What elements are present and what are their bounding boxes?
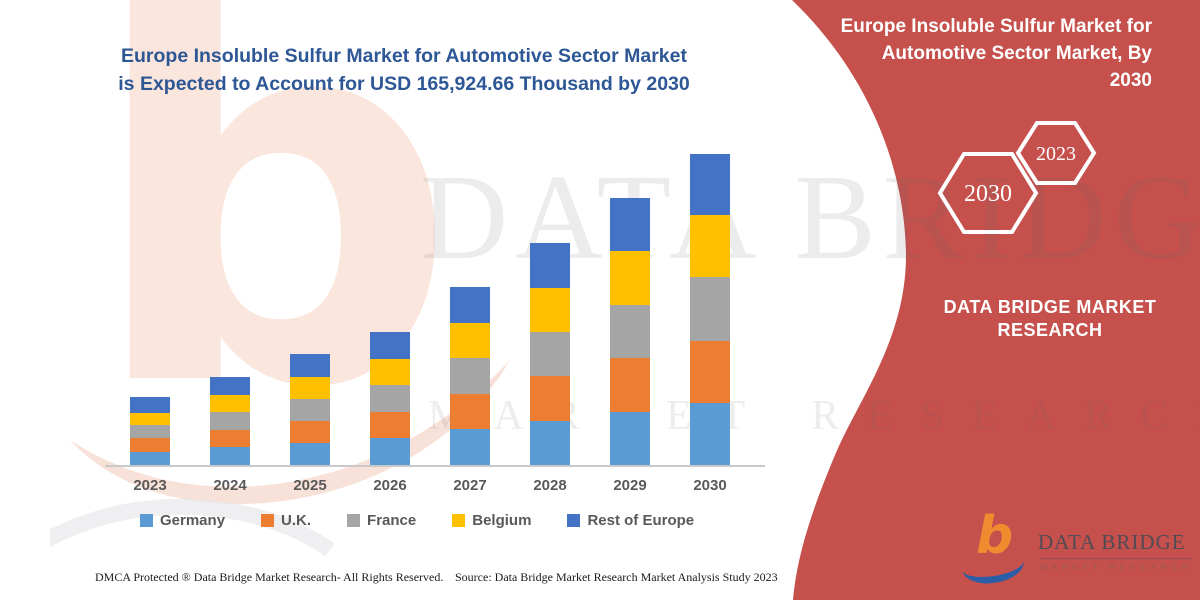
bar-segment-2027-germany bbox=[450, 429, 490, 465]
bar-segment-2025-belgium bbox=[290, 376, 330, 399]
bar-segment-2029-u-k- bbox=[610, 358, 650, 412]
bar-stack-2030 bbox=[690, 153, 730, 465]
bar-segment-2023-germany bbox=[130, 451, 170, 465]
bar-segment-2025-germany bbox=[290, 442, 330, 465]
legend-label: France bbox=[367, 512, 417, 529]
bar-segment-2023-belgium bbox=[130, 412, 170, 426]
legend-label: Belgium bbox=[472, 512, 532, 529]
legend-label: Germany bbox=[160, 512, 226, 529]
bar-segment-2024-france bbox=[210, 412, 250, 430]
bar-segment-2028-france bbox=[530, 332, 570, 377]
bar-segment-2025-rest-of-europe bbox=[290, 354, 330, 377]
legend-swatch bbox=[452, 514, 466, 527]
chart-block: 2023 2024 2025 2026 2027 2028 2029 2030 bbox=[105, 135, 765, 499]
legend-item-germany: Germany bbox=[140, 512, 225, 529]
x-tick-label-2023: 2023 bbox=[133, 477, 167, 494]
hexagon-2023-label: 2023 bbox=[1036, 143, 1076, 165]
bar-stack-2024 bbox=[210, 377, 250, 465]
bar-stack-2025 bbox=[290, 354, 330, 465]
bar-segment-2023-u-k- bbox=[130, 437, 170, 452]
bar-segment-2023-france bbox=[130, 425, 170, 438]
legend-swatch bbox=[347, 514, 361, 527]
page-title-line1: Europe Insoluble Sulfur Market for Autom… bbox=[121, 45, 687, 67]
page-title-line2: is Expected to Account for USD 165,924.6… bbox=[118, 73, 690, 96]
bar-stack-2023 bbox=[130, 397, 170, 465]
bar-segment-2026-rest-of-europe bbox=[370, 331, 410, 359]
source-note: Source: Data Bridge Market Research Mark… bbox=[455, 570, 778, 584]
logo-b-icon: b bbox=[976, 506, 1014, 566]
legend-item-belgium: Belgium bbox=[452, 512, 531, 529]
legend-swatch bbox=[567, 514, 581, 527]
bar-stack-2027 bbox=[450, 286, 490, 465]
logo-brand-name: DATA BRIDGE bbox=[1038, 530, 1186, 554]
bar-segment-2024-belgium bbox=[210, 395, 250, 413]
side-panel-title: Europe Insoluble Sulfur Market for Autom… bbox=[840, 16, 1152, 91]
legend-item-rest-of-europe: Rest of Europe bbox=[567, 512, 694, 529]
side-panel-brand-text: DATA BRIDGE MARKET RESEARCH bbox=[943, 297, 1157, 340]
legend-item-france: France bbox=[347, 512, 416, 529]
x-tick-label-2024: 2024 bbox=[213, 477, 247, 494]
bar-stack-2029 bbox=[610, 197, 650, 465]
hexagon-2030-label: 2030 bbox=[964, 181, 1012, 207]
x-tick-label-2027: 2027 bbox=[453, 477, 487, 494]
bar-segment-2029-rest-of-europe bbox=[610, 197, 650, 252]
bar-segment-2025-u-k- bbox=[290, 420, 330, 443]
bar-segment-2030-belgium bbox=[690, 215, 730, 278]
databridge-logo: b DATA BRIDGE MARKET RESEARCH bbox=[959, 510, 1193, 588]
bar-segment-2029-belgium bbox=[610, 251, 650, 305]
bar-segment-2028-germany bbox=[530, 420, 570, 465]
bar-stack-2026 bbox=[370, 331, 410, 465]
bar-segment-2030-germany bbox=[690, 403, 730, 465]
bar-segment-2027-u-k- bbox=[450, 393, 490, 430]
bar-segment-2026-france bbox=[370, 385, 410, 412]
legend-item-u-k-: U.K. bbox=[261, 512, 311, 529]
x-tick-label-2029: 2029 bbox=[613, 477, 647, 494]
dmca-notice: DMCA Protected ® Data Bridge Market Rese… bbox=[95, 570, 444, 584]
bar-segment-2024-germany bbox=[210, 447, 250, 465]
legend-label: U.K. bbox=[281, 512, 312, 529]
hexagon-2023 bbox=[1015, 121, 1097, 185]
bar-segment-2030-u-k- bbox=[690, 341, 730, 404]
plot-area bbox=[105, 135, 765, 467]
bar-segment-2026-u-k- bbox=[370, 411, 410, 439]
legend-swatch bbox=[261, 514, 275, 527]
bar-segment-2026-germany bbox=[370, 438, 410, 465]
x-tick-label-2028: 2028 bbox=[533, 477, 567, 494]
bar-segment-2028-belgium bbox=[530, 287, 570, 333]
x-tick-label-2026: 2026 bbox=[373, 477, 407, 494]
bar-segment-2025-france bbox=[290, 398, 330, 421]
bar-segment-2030-france bbox=[690, 277, 730, 342]
bar-segment-2030-rest-of-europe bbox=[690, 153, 730, 216]
bar-segment-2024-rest-of-europe bbox=[210, 377, 250, 396]
x-tick-label-2025: 2025 bbox=[293, 477, 327, 494]
page-title: Europe Insoluble Sulfur Market for Autom… bbox=[80, 42, 728, 99]
hexagon-years-graphic: 2030 2023 bbox=[937, 121, 1097, 234]
x-axis-labels: 2023 2024 2025 2026 2027 2028 2029 2030 bbox=[105, 477, 765, 499]
bar-segment-2026-belgium bbox=[370, 358, 410, 386]
bar-segment-2024-u-k- bbox=[210, 429, 250, 448]
bar-segment-2023-rest-of-europe bbox=[130, 397, 170, 413]
bar-segment-2028-u-k- bbox=[530, 376, 570, 421]
bar-segment-2027-belgium bbox=[450, 322, 490, 359]
hexagon-2030 bbox=[937, 152, 1039, 234]
x-tick-label-2030: 2030 bbox=[693, 477, 727, 494]
bar-segment-2029-germany bbox=[610, 411, 650, 465]
bar-segment-2027-rest-of-europe bbox=[450, 286, 490, 323]
legend-label: Rest of Europe bbox=[587, 512, 695, 529]
bar-segment-2027-france bbox=[450, 358, 490, 394]
bar-segment-2029-france bbox=[610, 304, 650, 359]
logo-brand-subtitle: MARKET RESEARCH bbox=[1040, 558, 1193, 572]
chart-legend: Germany U.K. France Belgium Rest of Europe bbox=[140, 512, 694, 529]
bar-segment-2028-rest-of-europe bbox=[530, 243, 570, 288]
bar-stack-2028 bbox=[530, 243, 570, 465]
legend-swatch bbox=[140, 514, 153, 527]
